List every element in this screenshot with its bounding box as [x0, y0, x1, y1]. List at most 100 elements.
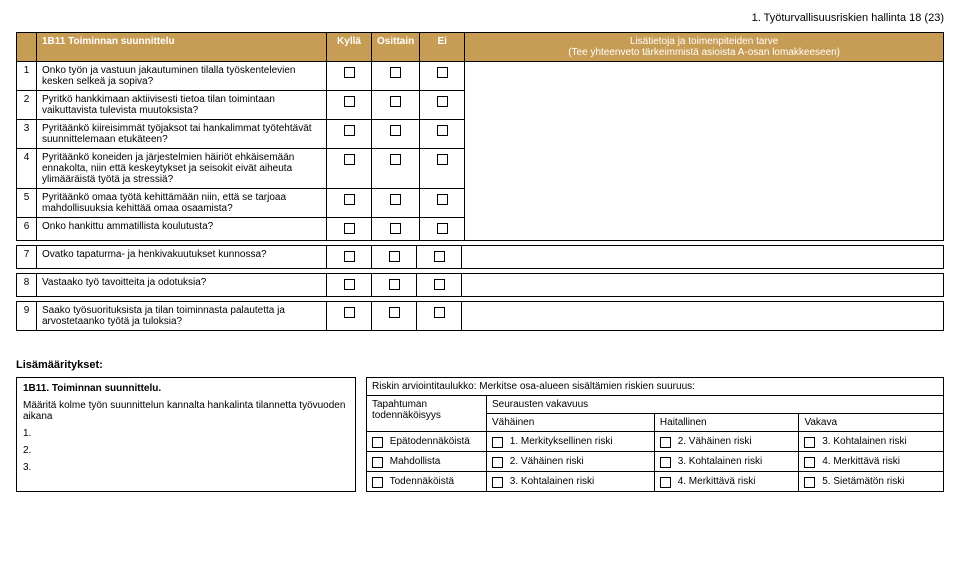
q-num: 8 — [17, 274, 37, 297]
lisamaaritykset-label: Lisämääritykset: — [16, 359, 944, 371]
risk-checkbox[interactable] — [804, 437, 815, 448]
checkbox-kylla[interactable] — [344, 279, 355, 290]
checkbox-osittain[interactable] — [389, 279, 400, 290]
checkbox-ei[interactable] — [437, 154, 448, 165]
checkbox-osittain[interactable] — [390, 96, 401, 107]
q-text: Pyritkö hankkimaan aktiivisesti tietoa t… — [37, 91, 327, 120]
q-num: 4 — [17, 149, 37, 189]
notes-cell[interactable] — [462, 274, 944, 297]
question-7-table: 7 Ovatko tapaturma- ja henkivakuutukset … — [16, 245, 944, 269]
severity-header: Seurausten vakavuus — [487, 396, 944, 414]
checkbox-ei[interactable] — [437, 96, 448, 107]
checkbox-osittain[interactable] — [390, 194, 401, 205]
risk-checkbox[interactable] — [372, 457, 383, 468]
risk-cell: 2. Vähäinen riski — [510, 456, 584, 467]
q-text: Saako työsuorituksista ja tilan toiminna… — [37, 302, 327, 331]
risk-checkbox[interactable] — [804, 457, 815, 468]
q-text: Onko hankittu ammatillista koulutusta? — [37, 218, 327, 241]
checkbox-ei[interactable] — [437, 125, 448, 136]
sev-mid: Haitallinen — [654, 414, 799, 432]
sev-high: Vakava — [799, 414, 944, 432]
col-osittain: Osittain — [372, 33, 420, 62]
risk-checkbox[interactable] — [804, 477, 815, 488]
q-num: 1 — [17, 62, 37, 91]
questions-table: 1B11 Toiminnan suunnittelu Kyllä Osittai… — [16, 32, 944, 241]
risk-matrix-table: Riskin arviointitaulukko: Merkitse osa-a… — [366, 377, 944, 492]
left-definition-box: 1B11. Toiminnan suunnittelu. Määritä kol… — [16, 377, 356, 492]
risk-checkbox[interactable] — [660, 437, 671, 448]
risk-cell: 4. Merkittävä riski — [822, 456, 900, 467]
notes-header: Lisätietoja ja toimenpiteiden tarve (Tee… — [465, 33, 944, 62]
prob-header: Tapahtuman todennäköisyys — [367, 396, 487, 432]
q-num: 6 — [17, 218, 37, 241]
risk-checkbox[interactable] — [372, 477, 383, 488]
q-text: Pyritäänkö omaa työtä kehittämään niin, … — [37, 189, 327, 218]
risk-checkbox[interactable] — [660, 477, 671, 488]
checkbox-osittain[interactable] — [390, 67, 401, 78]
prob-unlikely: Epätodennäköistä — [390, 436, 470, 447]
risk-checkbox[interactable] — [492, 437, 503, 448]
question-row: 1 Onko työn ja vastuun jakautuminen tila… — [17, 62, 944, 91]
risk-cell: 3. Kohtalainen riski — [678, 456, 763, 467]
checkbox-osittain[interactable] — [390, 125, 401, 136]
checkbox-ei[interactable] — [434, 279, 445, 290]
checkbox-kylla[interactable] — [344, 251, 355, 262]
checkbox-kylla[interactable] — [344, 125, 355, 136]
risk-title: Riskin arviointitaulukko: Merkitse osa-a… — [367, 378, 944, 396]
checkbox-kylla[interactable] — [344, 194, 355, 205]
q-text: Vastaako työ tavoitteita ja odotuksia? — [37, 274, 327, 297]
checkbox-kylla[interactable] — [344, 67, 355, 78]
checkbox-osittain[interactable] — [390, 223, 401, 234]
notes-cell[interactable] — [462, 246, 944, 269]
risk-checkbox[interactable] — [660, 457, 671, 468]
question-row: 7 Ovatko tapaturma- ja henkivakuutukset … — [17, 246, 944, 269]
q-num: 9 — [17, 302, 37, 331]
checkbox-osittain[interactable] — [390, 154, 401, 165]
checkbox-kylla[interactable] — [344, 223, 355, 234]
question-row: 8 Vastaako työ tavoitteita ja odotuksia? — [17, 274, 944, 297]
risk-cell: 5. Sietämätön riski — [822, 476, 904, 487]
left-line-2[interactable]: 2. — [23, 445, 349, 456]
risk-cell: 3. Kohtalainen riski — [510, 476, 595, 487]
left-line-1[interactable]: 1. — [23, 428, 349, 439]
notes-cell[interactable] — [462, 302, 944, 331]
q-num: 7 — [17, 246, 37, 269]
risk-cell: 4. Merkittävä riski — [678, 476, 756, 487]
checkbox-ei[interactable] — [437, 194, 448, 205]
checkbox-ei[interactable] — [437, 223, 448, 234]
checkbox-ei[interactable] — [437, 67, 448, 78]
left-line-3[interactable]: 3. — [23, 462, 349, 473]
q-text: Onko työn ja vastuun jakautuminen tilall… — [37, 62, 327, 91]
q-num: 3 — [17, 120, 37, 149]
q-num: 5 — [17, 189, 37, 218]
prob-possible: Mahdollista — [390, 456, 441, 467]
left-title: 1B11. Toiminnan suunnittelu. — [23, 383, 349, 394]
risk-cell: 1. Merkityksellinen riski — [510, 436, 613, 447]
checkbox-kylla[interactable] — [344, 154, 355, 165]
question-row: 9 Saako työsuorituksista ja tilan toimin… — [17, 302, 944, 331]
checkbox-ei[interactable] — [434, 251, 445, 262]
left-instruction: Määritä kolme työn suunnittelun kannalta… — [23, 400, 349, 422]
notes-cell[interactable] — [465, 62, 944, 241]
prob-likely: Todennäköistä — [390, 476, 455, 487]
page-number: 1. Työturvallisuusriskien hallinta 18 (2… — [16, 12, 944, 24]
checkbox-osittain[interactable] — [389, 251, 400, 262]
section-header: 1B11 Toiminnan suunnittelu — [37, 33, 327, 62]
sev-low: Vähäinen — [487, 414, 655, 432]
checkbox-kylla[interactable] — [344, 307, 355, 318]
risk-checkbox[interactable] — [492, 477, 503, 488]
risk-checkbox[interactable] — [492, 457, 503, 468]
col-kylla: Kyllä — [327, 33, 372, 62]
q-num: 2 — [17, 91, 37, 120]
q-text: Pyritäänkö kiireisimmät työjaksot tai ha… — [37, 120, 327, 149]
q-text: Ovatko tapaturma- ja henkivakuutukset ku… — [37, 246, 327, 269]
risk-cell: 2. Vähäinen riski — [678, 436, 752, 447]
risk-checkbox[interactable] — [372, 437, 383, 448]
question-9-table: 9 Saako työsuorituksista ja tilan toimin… — [16, 301, 944, 331]
checkbox-kylla[interactable] — [344, 96, 355, 107]
checkbox-ei[interactable] — [434, 307, 445, 318]
col-ei: Ei — [420, 33, 465, 62]
checkbox-osittain[interactable] — [389, 307, 400, 318]
q-text: Pyritäänkö koneiden ja järjestelmien häi… — [37, 149, 327, 189]
risk-cell: 3. Kohtalainen riski — [822, 436, 907, 447]
